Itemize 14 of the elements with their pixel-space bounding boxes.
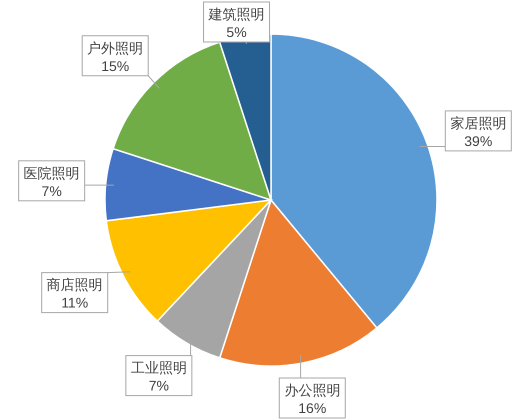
slice-label: 医院照明 [24, 164, 80, 181]
data-label: 7% [148, 378, 169, 394]
data-label: 16% [298, 400, 326, 416]
data-label: 5% [226, 24, 247, 40]
data-label: 39% [464, 132, 492, 149]
data-label: 7% [42, 182, 62, 199]
slice-label: 商店照明 [46, 276, 103, 293]
slice-label: 户外照明 [87, 40, 144, 56]
slice-label: 办公照明 [284, 382, 340, 398]
slice-label: 工业照明 [130, 360, 187, 376]
slice-label: 家居照明 [450, 114, 506, 131]
data-label: 15% [101, 58, 130, 74]
slice-label: 建筑照明 [208, 6, 265, 22]
data-label: 11% [61, 294, 88, 311]
